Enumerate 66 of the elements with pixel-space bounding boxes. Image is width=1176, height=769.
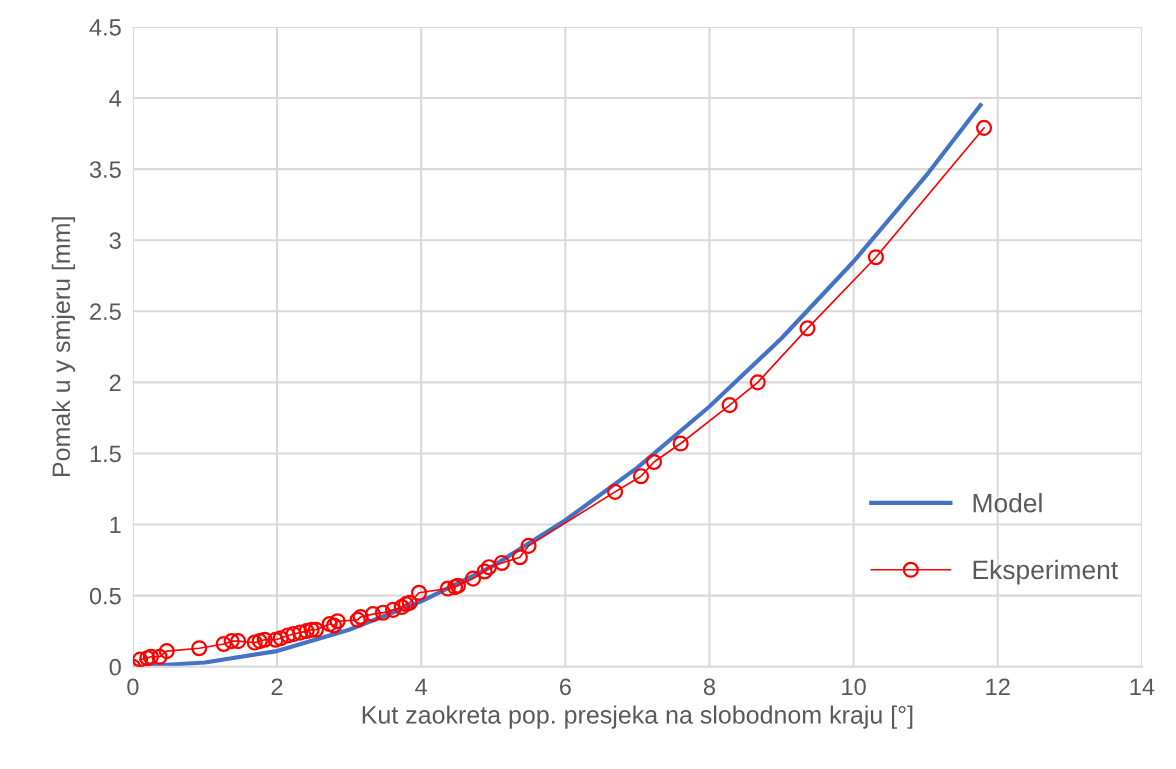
point bbox=[721, 397, 738, 414]
point bbox=[307, 621, 325, 638]
point bbox=[385, 601, 402, 618]
point bbox=[364, 606, 381, 623]
point bbox=[246, 634, 263, 651]
point bbox=[976, 119, 993, 136]
point bbox=[465, 570, 482, 587]
point bbox=[251, 633, 268, 650]
point bbox=[393, 598, 410, 616]
point bbox=[272, 630, 289, 647]
y-tick-label: 3 bbox=[109, 232, 121, 249]
y-tick-label: 0.5 bbox=[89, 587, 121, 605]
point bbox=[520, 537, 537, 554]
x-tick-label: 4 bbox=[415, 678, 428, 695]
legend-label: Eksperiment bbox=[973, 559, 1118, 585]
point bbox=[329, 613, 346, 630]
x-axis-title: Kut zaokreta pop. presjeka na slobodnom kraju [°] bbox=[362, 705, 913, 729]
point bbox=[476, 563, 493, 580]
point bbox=[397, 596, 415, 613]
point bbox=[215, 635, 232, 653]
point bbox=[279, 627, 296, 644]
point bbox=[374, 604, 392, 621]
point bbox=[607, 483, 624, 500]
point bbox=[439, 580, 456, 597]
point bbox=[223, 633, 240, 650]
point bbox=[672, 435, 689, 452]
point bbox=[132, 651, 149, 667]
point bbox=[401, 594, 418, 611]
x-tick-label: 2 bbox=[271, 678, 283, 695]
x-tick-label: 8 bbox=[703, 678, 715, 696]
y-tick-label: 2.5 bbox=[90, 303, 121, 321]
x-tick-label: 14 bbox=[1130, 678, 1155, 695]
point bbox=[325, 617, 343, 634]
legend-label: Model bbox=[973, 493, 1042, 513]
y-tick-label: 4 bbox=[109, 90, 122, 107]
point bbox=[303, 621, 320, 638]
point bbox=[493, 554, 510, 571]
point bbox=[480, 559, 497, 576]
x-tick-label: 12 bbox=[986, 678, 1010, 695]
y-tick-label: 2 bbox=[109, 374, 121, 391]
y-tick-label: 0 bbox=[109, 658, 121, 676]
x-tick-label: 10 bbox=[842, 678, 866, 696]
point bbox=[191, 640, 208, 657]
point bbox=[511, 549, 528, 566]
point bbox=[410, 584, 428, 601]
point bbox=[230, 633, 247, 650]
y-tick-label: 4.5 bbox=[89, 19, 121, 36]
point bbox=[321, 616, 338, 633]
point bbox=[292, 624, 309, 641]
point bbox=[867, 249, 884, 266]
point bbox=[749, 374, 766, 391]
point bbox=[151, 648, 168, 665]
x-tick-label: 6 bbox=[559, 678, 571, 696]
point bbox=[799, 320, 816, 337]
y-axis-title: Pomak u y smjeru [mm] bbox=[51, 217, 76, 477]
point bbox=[645, 453, 663, 471]
x-tick-label: 0 bbox=[127, 678, 139, 696]
y-tick-label: 3.5 bbox=[89, 161, 121, 178]
point bbox=[256, 631, 273, 648]
point bbox=[285, 625, 302, 643]
point bbox=[158, 643, 175, 660]
point bbox=[632, 468, 650, 485]
point bbox=[298, 623, 315, 640]
point bbox=[267, 631, 284, 648]
y-tick-label: 1.5 bbox=[90, 445, 121, 463]
y-tick-label: 1 bbox=[110, 516, 121, 534]
